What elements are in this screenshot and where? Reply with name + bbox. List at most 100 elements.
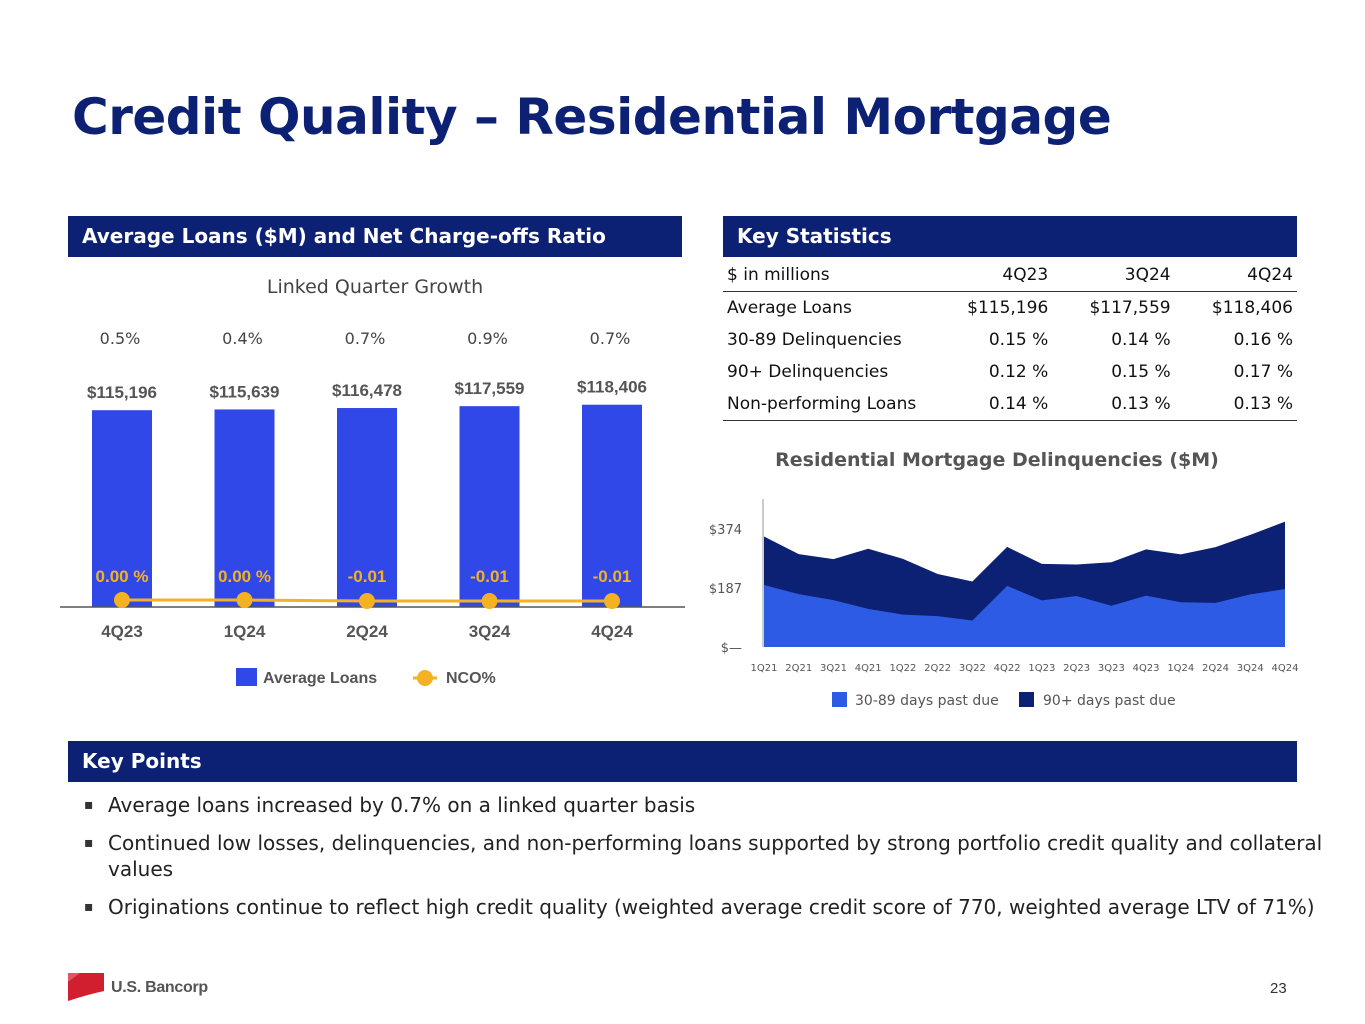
x-tick-label: 4Q22 [994, 663, 1021, 674]
growth-label: 0.7% [590, 329, 631, 348]
bar [582, 404, 642, 607]
table-cell: $117,559 [1089, 298, 1171, 318]
list-item: ▪ Originations continue to reflect high c… [80, 894, 1340, 920]
row-label: Average Loans [727, 298, 852, 318]
table-cell: 0.17 % [1233, 362, 1293, 382]
bullet-marker: ▪ [84, 899, 94, 915]
legend-swatch-30-89 [832, 692, 847, 707]
nco-data-label: -0.01 [470, 567, 509, 586]
bar-value-label: $118,406 [577, 378, 647, 397]
table-header-row: $ in millions 4Q23 3Q24 4Q24 [723, 259, 1297, 292]
delinquencies-legend: 30-89 days past due 90+ days past due [832, 692, 1176, 709]
row-label: Non-performing Loans [723, 388, 930, 421]
nco-point [481, 593, 498, 609]
table-cell: $115,196 [967, 298, 1049, 318]
row-label: 30-89 Delinquencies [727, 330, 902, 350]
table-row: 30-89 Delinquencies 0.15 % 0.14 % 0.16 % [723, 324, 1297, 356]
x-tick-label: 1Q24 [1167, 663, 1194, 674]
table-row: Non-performing Loans 0.14 % 0.13 % 0.13 … [723, 388, 1297, 421]
legend-swatch-90-plus [1019, 692, 1034, 707]
nco-line: 0.00 % 0.00 % -0.01 -0.01 -0.01 [96, 567, 632, 609]
list-item: ▪ Average loans increased by 0.7% on a li… [80, 792, 1340, 818]
bar-value-label: $116,478 [332, 381, 402, 400]
growth-label: 0.4% [222, 329, 263, 348]
growth-label: 0.9% [467, 329, 508, 348]
table-cell: 0.16 % [1233, 330, 1293, 350]
row-label: 90+ Delinquencies [727, 362, 889, 382]
area-30-89 [764, 584, 1285, 647]
page-title: Credit Quality – Residential Mortgage [72, 88, 1112, 146]
y-tick-label: $187 [709, 582, 742, 597]
legend-label-30-89: 30-89 days past due [855, 693, 999, 709]
growth-label: 0.7% [345, 329, 386, 348]
nco-point [114, 592, 130, 608]
legend-label-average-loans: Average Loans [263, 670, 377, 687]
x-axis-labels: 1Q21 2Q21 3Q21 4Q21 1Q22 2Q22 3Q22 4Q22 1Q23 2Q23… [751, 663, 1299, 674]
nco-data-label: -0.01 [348, 567, 387, 586]
table-cell: 0.14 % [1111, 330, 1171, 350]
loans-chart-header: Average Loans ($M) and Net Charge-offs R… [68, 216, 682, 257]
x-tick-label: 3Q21 [820, 663, 847, 674]
logo-text: U.S. Bancorp [111, 979, 208, 996]
table-cell: 0.12 % [988, 362, 1049, 382]
x-tick-label: 2Q24 [346, 622, 388, 641]
bar-value-label: $117,559 [455, 379, 525, 398]
column-header: 4Q24 [1174, 259, 1297, 292]
y-tick-label: $374 [709, 523, 742, 538]
table-cell: 0.13 % [1052, 388, 1175, 421]
y-axis-labels: $— $187 $374 [709, 523, 742, 656]
x-tick-label: 2Q24 [1202, 663, 1229, 674]
table-cell: 0.15 % [1111, 362, 1171, 382]
table-cell: $118,406 [1211, 298, 1293, 318]
loan-value-labels: $115,196 $115,639 $116,478 $117,559 $118,406 [87, 378, 647, 402]
x-tick-label: 1Q23 [1028, 663, 1055, 674]
nco-data-label: 0.00 % [96, 567, 149, 586]
delinquencies-chart: Residential Mortgage Delinquencies ($M) … [709, 449, 1299, 709]
key-points-list: ▪ Average loans increased by 0.7% on a li… [80, 792, 1340, 932]
x-tick-label: 4Q23 [101, 622, 143, 641]
nco-data-label: 0.00 % [218, 567, 271, 586]
legend-label-90-plus: 90+ days past due [1043, 693, 1176, 709]
x-tick-label: 4Q21 [855, 663, 882, 674]
x-tick-label: 1Q24 [224, 622, 266, 641]
table-row: Average Loans $115,196 $117,559 $118,406 [723, 292, 1297, 325]
list-item: ▪ Continued low losses, delinquencies, an… [80, 830, 1340, 882]
x-tick-label: 1Q21 [751, 663, 778, 674]
x-tick-label: 2Q22 [924, 663, 951, 674]
x-tick-label: 4Q23 [1133, 663, 1160, 674]
nco-point [359, 593, 375, 609]
legend-label-nco: NCO% [446, 670, 496, 687]
key-statistics-header: Key Statistics [723, 216, 1297, 257]
nco-data-label: -0.01 [593, 567, 632, 586]
bullet-marker: ▪ [84, 797, 94, 813]
bar-value-label: $115,639 [210, 382, 280, 401]
page-number: 23 [1270, 980, 1287, 997]
bar [459, 406, 520, 607]
nco-point [604, 593, 620, 609]
y-tick-label: $— [721, 641, 742, 656]
x-tick-label: 3Q23 [1098, 663, 1125, 674]
bar-value-label: $115,196 [87, 383, 157, 402]
x-axis-labels: 4Q23 1Q24 2Q24 3Q24 4Q24 [101, 622, 633, 641]
loan-bars [92, 404, 642, 607]
bar [214, 409, 275, 607]
average-loans-chart: Linked Quarter Growth 0.5% 0.4% 0.7% 0.9% 0.… [60, 276, 685, 687]
x-tick-label: 3Q24 [469, 622, 511, 641]
column-header: 4Q23 [929, 259, 1053, 292]
growth-labels: 0.5% 0.4% 0.7% 0.9% 0.7% [100, 329, 631, 348]
delinquencies-chart-title: Residential Mortgage Delinquencies ($M) [775, 449, 1219, 471]
x-tick-label: 4Q24 [1272, 663, 1299, 674]
bar [337, 408, 397, 607]
key-point-text: Originations continue to reflect high cr… [108, 895, 1315, 919]
nco-point [236, 592, 253, 608]
legend-swatch-nco-marker [417, 670, 433, 686]
key-points-header: Key Points [68, 741, 1297, 782]
key-point-text: Average loans increased by 0.7% on a lin… [108, 793, 696, 817]
bullet-marker: ▪ [84, 835, 94, 851]
table-cell: 0.14 % [929, 388, 1053, 421]
table-cell: 0.15 % [988, 330, 1049, 350]
chart-legend: Average Loans NCO% [236, 668, 496, 687]
us-bancorp-shield-icon [68, 973, 104, 1001]
x-tick-label: 1Q22 [889, 663, 916, 674]
table-row: 90+ Delinquencies 0.12 % 0.15 % 0.17 % [723, 356, 1297, 388]
